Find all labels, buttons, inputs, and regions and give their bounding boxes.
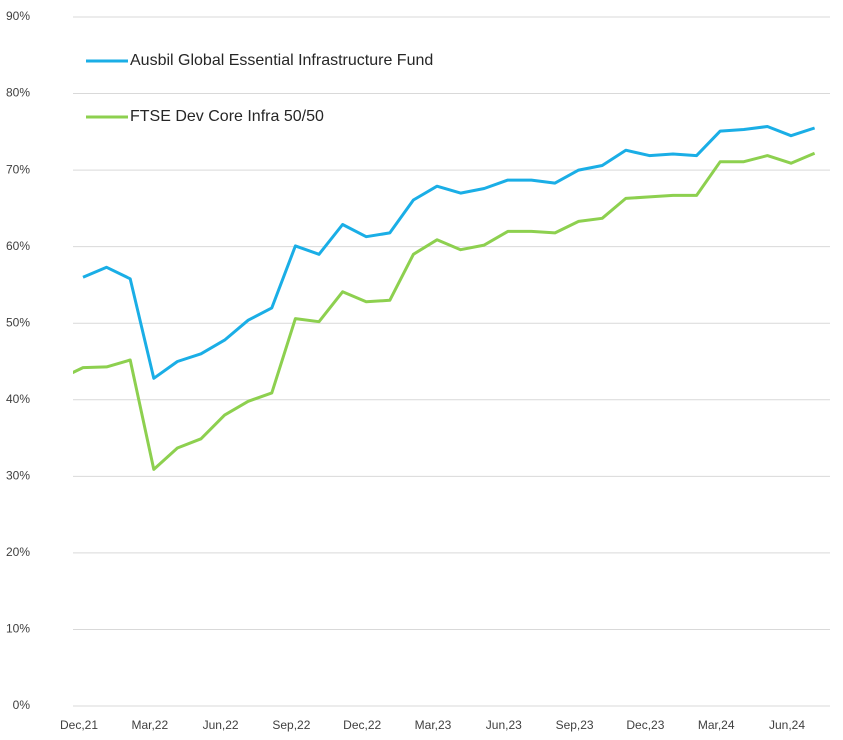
y-tick-label: 10% xyxy=(6,622,30,636)
series-line xyxy=(73,151,816,471)
x-tick-label: Mar,22 xyxy=(131,718,168,732)
x-tick-label: Jun,22 xyxy=(203,718,239,732)
y-tick-label: 80% xyxy=(6,86,30,100)
x-tick-label: Sep,22 xyxy=(272,718,310,732)
y-tick-label: 90% xyxy=(6,9,30,23)
y-tick-label: 20% xyxy=(6,545,30,559)
legend-label: Ausbil Global Essential Infrastructure F… xyxy=(130,52,433,69)
y-tick-label: 70% xyxy=(6,162,30,176)
legend-label: FTSE Dev Core Infra 50/50 xyxy=(130,108,324,125)
y-tick-label: 0% xyxy=(13,698,31,712)
x-tick-label: Jun,24 xyxy=(769,718,805,732)
x-tick-label: Dec,21 xyxy=(60,718,98,732)
y-tick-label: 50% xyxy=(6,315,30,329)
y-tick-label: 30% xyxy=(6,469,30,483)
x-tick-label: Sep,23 xyxy=(556,718,594,732)
y-tick-label: 40% xyxy=(6,392,30,406)
x-tick-label: Dec,23 xyxy=(626,718,664,732)
y-tick-label: 60% xyxy=(6,239,30,253)
x-tick-label: Jun,23 xyxy=(486,718,522,732)
x-tick-label: Dec,22 xyxy=(343,718,381,732)
x-tick-label: Mar,23 xyxy=(415,718,452,732)
plot-area xyxy=(73,125,816,471)
x-tick-label: Mar,24 xyxy=(698,718,735,732)
series-line xyxy=(82,125,816,380)
